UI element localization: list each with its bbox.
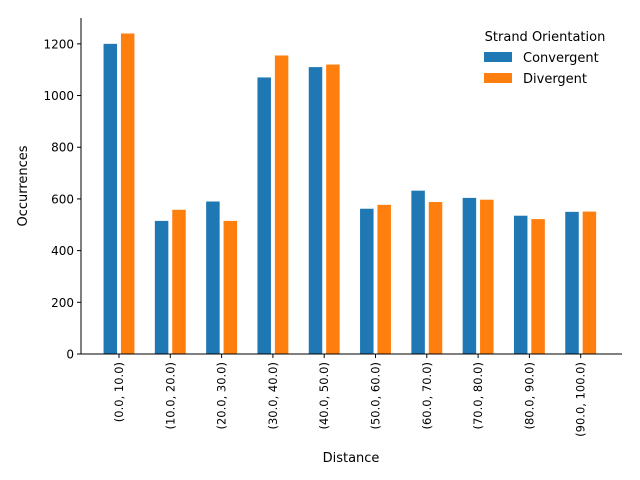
y-axis-ticks: 0 200 400 600 800 1000 1200 [43,37,81,362]
bar-convergent-1 [154,220,169,354]
y-tick-label: 800 [51,141,74,155]
bar-divergent-2 [223,220,238,354]
y-tick-label: 0 [66,348,74,362]
bars-group [103,33,597,355]
x-tick-label: (40.0, 50.0) [317,362,331,430]
bar-convergent-9 [565,211,579,354]
bar-divergent-4 [326,64,340,355]
x-axis-ticks: (0.0, 10.0) (10.0, 20.0) (20.0, 30.0) (30.0… [112,354,588,437]
y-tick-label: 1200 [43,37,74,51]
bar-convergent-2 [206,201,220,354]
y-tick-label: 600 [51,192,74,206]
y-tick-label: 200 [51,296,74,310]
bar-convergent-8 [513,215,528,354]
bar-divergent-8 [531,219,545,354]
bar-convergent-7 [462,197,477,354]
bar-convergent-3 [257,77,271,354]
legend-title: Strand Orientation [485,30,606,45]
legend-label-convergent: Convergent [523,51,599,66]
y-tick-label: 1000 [43,89,74,103]
y-tick-label: 400 [51,244,74,258]
bar-convergent-5 [360,208,374,354]
bar-divergent-1 [172,209,186,354]
bar-convergent-4 [308,67,323,354]
x-axis-label: Distance [323,451,380,466]
x-tick-label: (0.0, 10.0) [112,362,126,422]
y-axis-label: Occurrences [16,145,31,226]
x-tick-label: (90.0, 100.0) [574,362,588,437]
legend-swatch-divergent [484,73,512,83]
x-tick-label: (80.0, 90.0) [522,362,536,430]
x-tick-label: (60.0, 70.0) [420,362,434,430]
x-tick-label: (70.0, 80.0) [471,362,485,430]
x-tick-label: (50.0, 60.0) [369,362,383,430]
bar-divergent-3 [274,55,289,354]
bar-divergent-9 [582,211,597,354]
legend: Strand Orientation Convergent Divergent [484,30,605,87]
x-tick-label: (20.0, 30.0) [215,362,229,430]
legend-swatch-convergent [484,52,512,62]
x-tick-label: (30.0, 40.0) [266,362,280,430]
bar-divergent-5 [377,204,391,354]
bar-divergent-6 [428,202,443,354]
bar-convergent-0 [103,43,118,354]
x-tick-label: (10.0, 20.0) [163,362,177,430]
bar-divergent-0 [120,33,135,354]
legend-label-divergent: Divergent [523,72,587,87]
bar-divergent-7 [480,199,494,354]
bar-convergent-6 [411,190,425,354]
